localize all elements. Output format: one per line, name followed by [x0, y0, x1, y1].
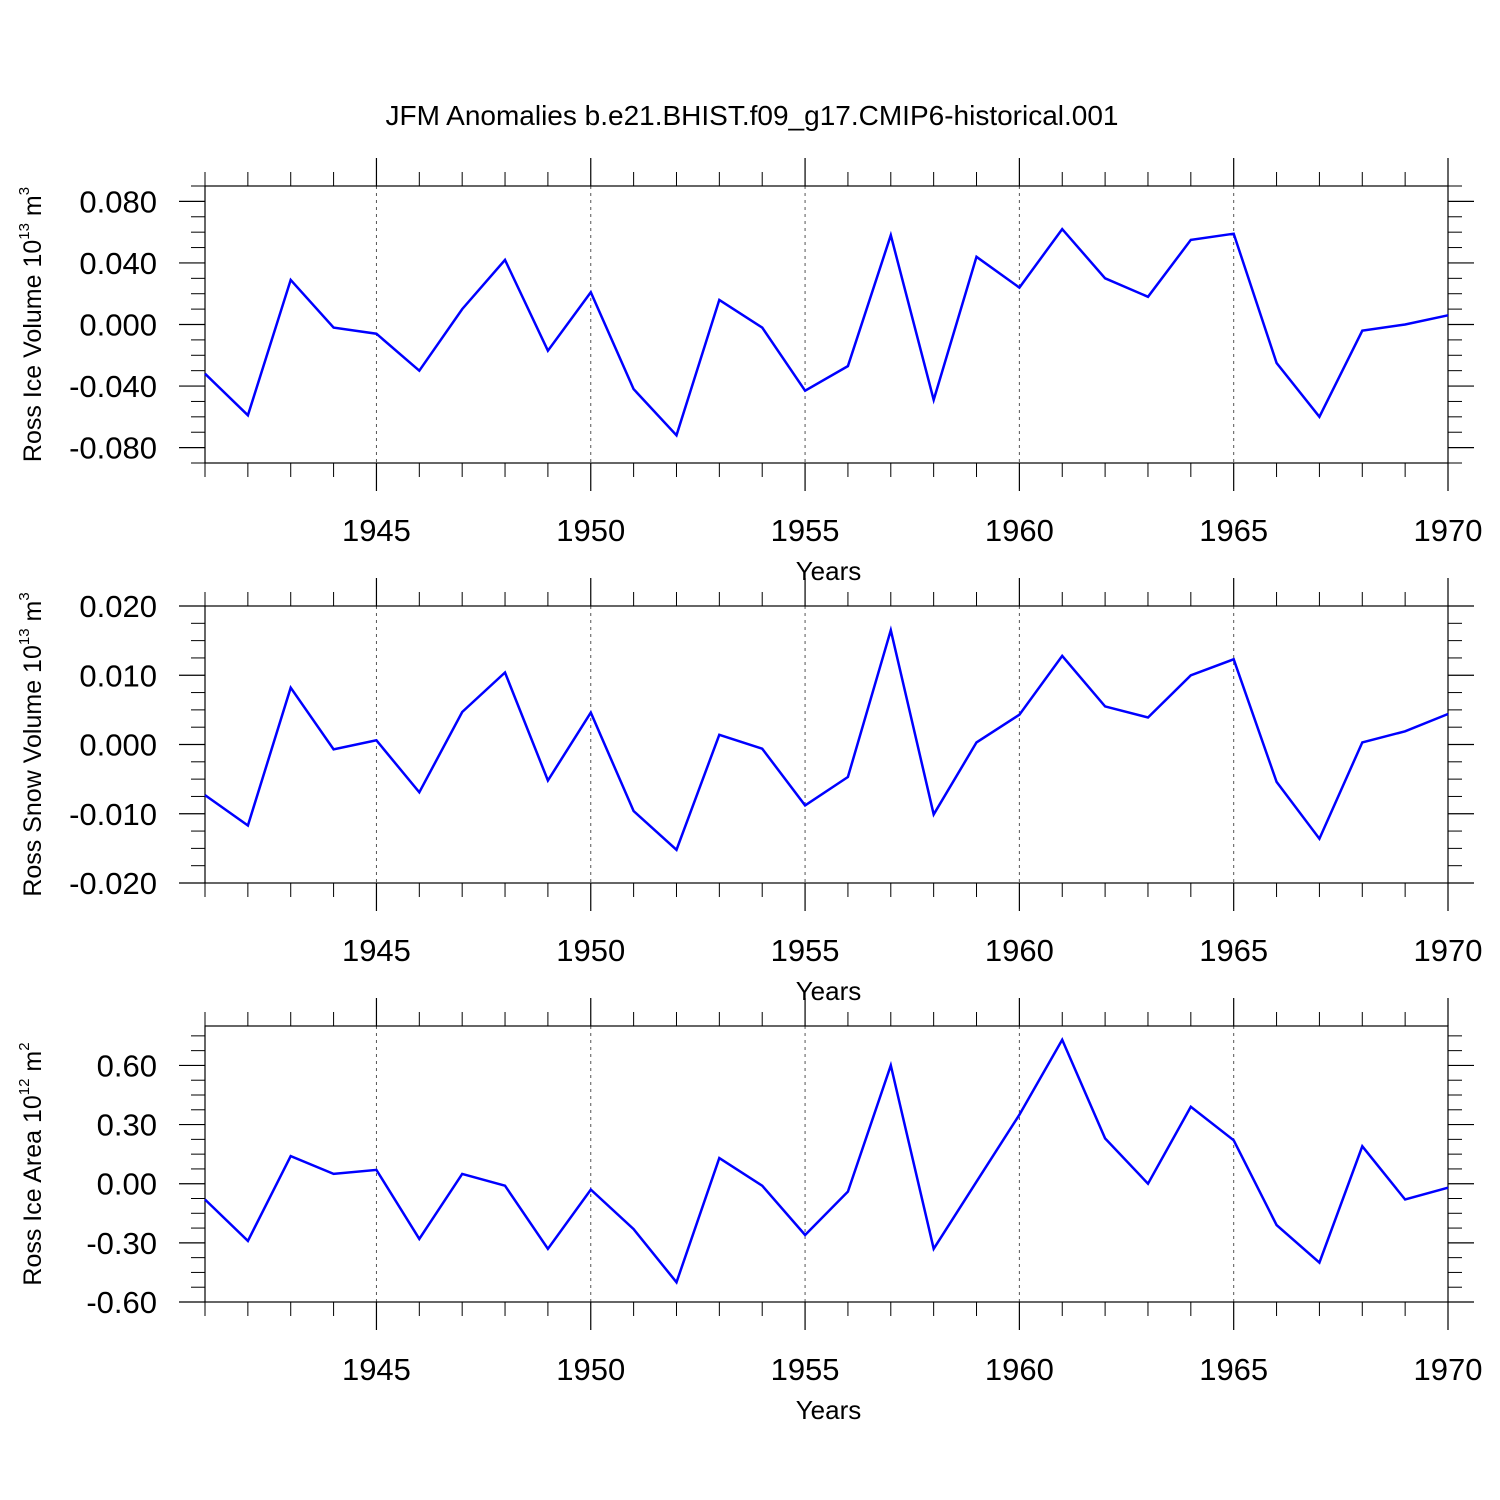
- x-tick-label-1955: 1955: [771, 1352, 840, 1387]
- x-tick-label-1960: 1960: [985, 513, 1054, 548]
- x-tick-label-1965: 1965: [1199, 1352, 1268, 1387]
- y-axis-label-text: m: [19, 195, 47, 223]
- y-axis-label-superscript: 13: [16, 628, 33, 645]
- y-axis-label: Ross Snow Volume 1013 m3: [16, 592, 47, 896]
- y-axis-label-superscript: 12: [16, 1079, 33, 1096]
- x-tick-label-1955: 1955: [771, 933, 840, 968]
- series-line: [204, 227, 1449, 438]
- y-axis-label: Ross Ice Volume 1013 m3: [16, 187, 47, 462]
- series-line: [204, 1037, 1449, 1285]
- panels: 1945 1950 1955 1960 1965 1970 Years -0.080 -0.04…: [16, 158, 1482, 1425]
- y-axis-label-text: Ross Ice Area 10: [19, 1095, 47, 1285]
- panel-2: 1945 1950 1955 1960 1965 1970 Years -0.020 -0.01…: [16, 578, 1482, 1006]
- y-axis-label-text: Ross Ice Volume 10: [19, 240, 47, 462]
- y-tick-label: -0.040: [69, 369, 157, 404]
- y-axis-label-superscript: 13: [16, 223, 33, 240]
- x-tick-label-1950: 1950: [556, 513, 625, 548]
- x-axis-label: Years: [796, 556, 862, 586]
- x-tick-label-1950: 1950: [556, 1352, 625, 1387]
- x-tick-label-1965: 1965: [1199, 513, 1268, 548]
- x-tick-label-1945: 1945: [342, 513, 411, 548]
- x-tick-label-1970: 1970: [1414, 933, 1483, 968]
- y-axis-label-text: m: [19, 601, 47, 629]
- x-tick-label-1945: 1945: [342, 1352, 411, 1387]
- y-tick-label: -0.080: [69, 431, 157, 466]
- series-line: [204, 625, 1449, 852]
- x-tick-label-1950: 1950: [556, 933, 625, 968]
- x-tick-label-1960: 1960: [985, 933, 1054, 968]
- y-tick-label: 0.30: [97, 1108, 157, 1143]
- y-axis-label-superscript: 3: [16, 187, 33, 195]
- y-tick-label: 0.040: [79, 246, 157, 281]
- y-tick-label: 0.010: [79, 658, 157, 693]
- y-axis-label: Ross Ice Area 1012 m2: [16, 1042, 47, 1285]
- x-tick-label-1965: 1965: [1199, 933, 1268, 968]
- y-tick-label: 0.020: [79, 589, 157, 624]
- y-tick-label: -0.020: [69, 866, 157, 901]
- y-tick-label: 0.000: [79, 308, 157, 343]
- y-axis-label-text: m: [19, 1051, 47, 1079]
- x-axis-label: Years: [796, 976, 862, 1006]
- y-tick-label: 0.60: [97, 1048, 157, 1083]
- y-tick-label: 0.00: [97, 1167, 157, 1202]
- y-axis-label-superscript: 3: [16, 592, 33, 600]
- x-axis-label: Years: [796, 1395, 862, 1425]
- x-tick-label-1970: 1970: [1414, 1352, 1483, 1387]
- y-tick-label: -0.30: [86, 1226, 157, 1261]
- x-tick-label-1970: 1970: [1414, 513, 1483, 548]
- y-tick-label: -0.010: [69, 797, 157, 832]
- panel-1: 1945 1950 1955 1960 1965 1970 Years -0.080 -0.04…: [16, 158, 1482, 586]
- x-tick-label-1945: 1945: [342, 933, 411, 968]
- y-tick-label: 0.080: [79, 184, 157, 219]
- y-axis-label-superscript: 2: [16, 1042, 33, 1050]
- y-axis-label-text: Ross Snow Volume 10: [19, 645, 47, 897]
- y-tick-label: 0.000: [79, 728, 157, 763]
- panel-3: 1945 1950 1955 1960 1965 1970 Years -0.60 -0.30 0…: [16, 998, 1482, 1425]
- x-tick-label-1960: 1960: [985, 1352, 1054, 1387]
- figure-title: JFM Anomalies b.e21.BHIST.f09_g17.CMIP6-…: [385, 100, 1118, 131]
- x-tick-label-1955: 1955: [771, 513, 840, 548]
- plot-frame: [204, 1025, 1449, 1303]
- y-tick-label: -0.60: [86, 1285, 157, 1320]
